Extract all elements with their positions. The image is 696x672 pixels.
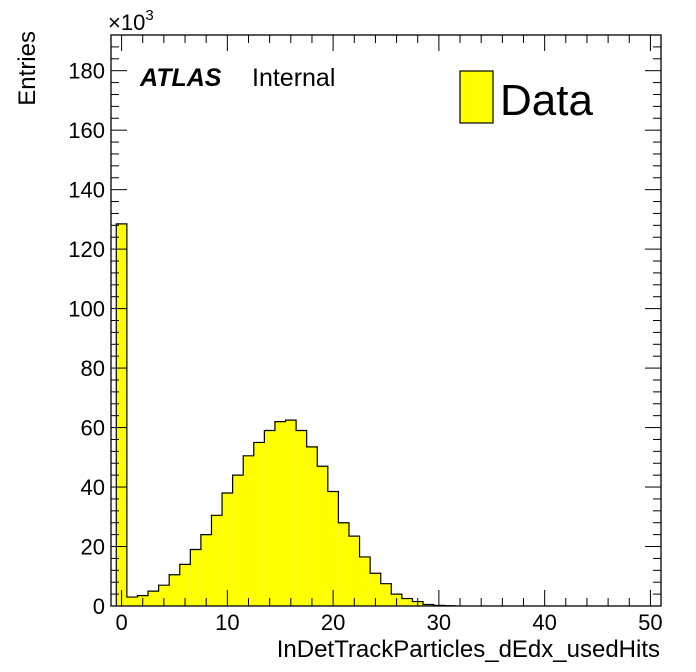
histogram-outline (115, 223, 456, 607)
histogram-bin-4 (158, 585, 170, 606)
y-tick-label: 0 (93, 594, 105, 619)
y-tick-label: 120 (68, 237, 105, 262)
y-tick-label: 140 (68, 178, 105, 203)
y-tick-label: 180 (68, 59, 105, 84)
y-tick-label: 60 (81, 416, 105, 441)
y-axis-multiplier: ×103 (108, 7, 154, 35)
histogram-bin-16 (285, 420, 297, 606)
x-tick-label: 40 (532, 610, 556, 635)
histogram-bin-3 (148, 591, 159, 606)
histogram-bin-12 (243, 455, 254, 606)
histogram-bin-10 (222, 492, 233, 606)
legend-label-data: Data (500, 76, 593, 125)
histogram-bin-5 (169, 574, 180, 606)
x-axis-label: InDetTrackParticles_dEdx_usedHits (277, 636, 660, 663)
histogram-bin-27 (401, 598, 413, 606)
histogram-bin-24 (370, 573, 381, 606)
y-tick-labels: 0 20 40 60 80 100 120 140 160 180 (68, 59, 105, 619)
histogram-bin-17 (296, 430, 307, 606)
histogram-bin-14 (264, 430, 275, 606)
internal-label: Internal (252, 64, 335, 92)
histogram-bin-13 (253, 442, 265, 606)
x-tick-label: 0 (115, 610, 127, 635)
y-tick-label: 20 (81, 535, 105, 560)
x-tick-label: 20 (321, 610, 345, 635)
y-axis-label: Entries (14, 31, 41, 106)
atlas-label: ATLAS (139, 64, 222, 92)
plot-frame (110, 34, 662, 607)
y-tick-label: 100 (68, 297, 105, 322)
x-tick-labels: 0 10 20 30 40 50 (115, 610, 662, 635)
x-tick-label: 30 (427, 610, 451, 635)
histogram-bin-15 (274, 421, 286, 606)
histogram-bin-11 (232, 475, 244, 606)
y-tick-label: 80 (81, 356, 105, 381)
histogram-bin-25 (380, 583, 392, 606)
legend: Data (459, 70, 593, 125)
histogram-bars (116, 223, 455, 606)
legend-swatch-data (459, 70, 494, 124)
histogram-bin-19 (317, 466, 328, 606)
histogram-bin-22 (348, 536, 360, 606)
x-tick-label: 50 (638, 610, 662, 635)
histogram-bin-1 (126, 597, 138, 606)
histogram-bin-21 (338, 522, 349, 606)
histogram-bin-0 (116, 223, 127, 606)
histogram-bin-18 (306, 446, 318, 606)
histogram-bin-8 (200, 534, 212, 606)
histogram-bin-23 (359, 556, 371, 606)
histogram-bin-29 (423, 604, 434, 606)
y-tick-label: 40 (81, 475, 105, 500)
y-tick-label: 160 (68, 118, 105, 143)
histogram-bin-20 (327, 491, 339, 606)
histogram-bin-6 (179, 564, 191, 606)
histogram-bin-9 (211, 515, 223, 606)
histogram-bin-7 (190, 549, 201, 606)
axis-ticks (111, 34, 661, 607)
x-tick-label: 10 (215, 610, 239, 635)
